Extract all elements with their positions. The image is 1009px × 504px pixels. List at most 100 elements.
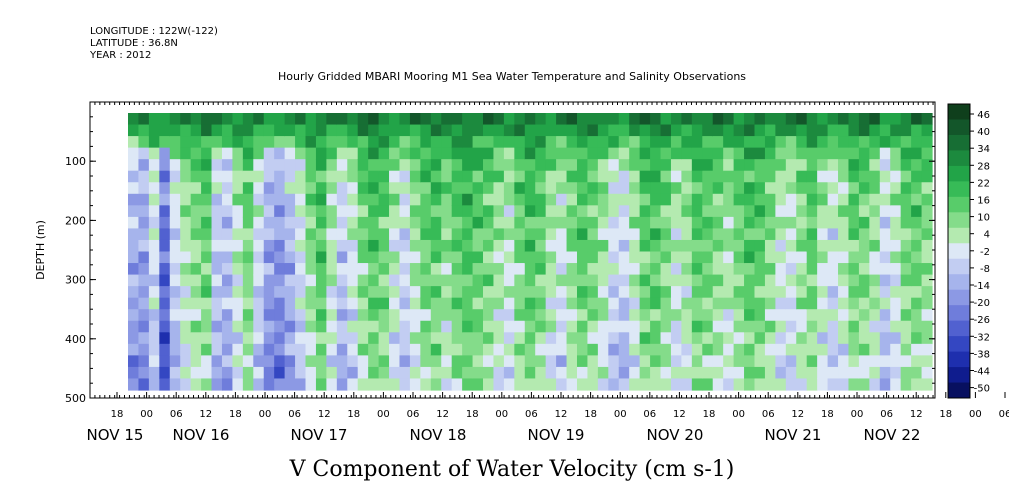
heatmap-cell: [503, 182, 515, 195]
heatmap-cell: [211, 263, 223, 276]
heatmap-cell: [503, 343, 515, 356]
heatmap-cell: [420, 136, 432, 149]
heatmap-cell: [514, 320, 526, 333]
heatmap-cell: [420, 332, 432, 345]
heatmap-cell: [347, 205, 359, 218]
heatmap-cell: [305, 170, 317, 183]
heatmap-cell: [702, 320, 714, 333]
x-tick-label: 18: [229, 409, 242, 420]
heatmap-cell: [806, 274, 818, 287]
heatmap-cell: [128, 297, 140, 310]
heatmap-cell: [462, 251, 474, 264]
heatmap-cell: [775, 228, 787, 241]
heatmap-cell: [263, 297, 275, 310]
heatmap-cell: [274, 113, 286, 126]
heatmap-cell: [921, 147, 933, 160]
heatmap-cell: [817, 320, 829, 333]
heatmap-cell: [629, 274, 641, 287]
heatmap-cell: [221, 286, 234, 299]
heatmap-cell: [827, 159, 839, 172]
heatmap-cell: [263, 228, 275, 241]
heatmap-cell: [420, 113, 432, 126]
heatmap-cell: [211, 136, 223, 149]
heatmap-cell: [305, 320, 317, 333]
heatmap-cell: [806, 159, 818, 172]
heatmap-cell: [378, 332, 390, 345]
heatmap-cell: [587, 320, 599, 333]
heatmap-cell: [483, 205, 495, 218]
heatmap-cell: [462, 182, 474, 195]
heatmap-cell: [336, 263, 348, 276]
heatmap-cell: [764, 297, 776, 310]
heatmap-cell: [472, 297, 484, 310]
heatmap-cell: [733, 147, 745, 160]
heatmap-cell: [848, 286, 860, 299]
heatmap-cell: [827, 366, 839, 380]
heatmap-cell: [274, 205, 286, 218]
heatmap-cell: [817, 309, 829, 322]
heatmap-cell: [483, 136, 495, 149]
heatmap-cell: [566, 228, 578, 241]
heatmap-cell: [556, 239, 568, 253]
colorbar-label: 22: [977, 178, 990, 189]
heatmap-cell: [576, 251, 589, 264]
heatmap-cell: [535, 263, 547, 276]
heatmap-cell: [399, 159, 411, 172]
heatmap-cell: [441, 159, 453, 172]
heatmap-cell: [462, 124, 474, 137]
heatmap-cell: [159, 366, 171, 380]
heatmap-cell: [242, 159, 254, 172]
heatmap-cell: [180, 113, 192, 126]
heatmap-cell: [639, 228, 651, 241]
heatmap-cell: [148, 378, 160, 391]
heatmap-cell: [409, 136, 421, 149]
heatmap-cell: [483, 309, 495, 322]
heatmap-cell: [629, 228, 641, 241]
heatmap-cell: [785, 216, 797, 230]
heatmap-cell: [900, 170, 912, 183]
heatmap-cell: [597, 263, 609, 276]
heatmap-cell: [284, 297, 296, 310]
heatmap-cell: [503, 378, 515, 391]
heatmap-cell: [691, 182, 703, 195]
heatmap-cell: [639, 159, 651, 172]
heatmap-cell: [305, 355, 317, 368]
heatmap-cell: [535, 170, 547, 183]
heatmap-cell: [712, 239, 724, 253]
heatmap-cell: [775, 147, 787, 160]
heatmap-cell: [420, 159, 432, 172]
heatmap-cell: [796, 274, 808, 287]
heatmap-cell: [796, 263, 808, 276]
heatmap-cell: [221, 216, 234, 230]
heatmap-cell: [858, 297, 870, 310]
heatmap-cell: [430, 263, 442, 276]
heatmap-cell: [556, 205, 568, 218]
heatmap-cell: [503, 274, 515, 287]
y-tick-label: 200: [65, 214, 86, 227]
heatmap-cell: [702, 366, 714, 380]
heatmap-cell: [430, 228, 442, 241]
heatmap-cell: [764, 239, 776, 253]
heatmap-cell: [744, 309, 756, 322]
heatmap-cell: [284, 136, 296, 149]
heatmap-cell: [253, 320, 265, 333]
heatmap-cell: [806, 124, 818, 137]
heatmap-cell: [838, 320, 850, 333]
heatmap-cell: [556, 124, 568, 137]
heatmap-cell: [315, 286, 327, 299]
heatmap-cell: [326, 159, 338, 172]
heatmap-cell: [472, 332, 484, 345]
heatmap-cell: [702, 332, 714, 345]
heatmap-cell: [858, 263, 870, 276]
heatmap-cell: [785, 355, 797, 368]
x-tick-label: 18: [821, 409, 834, 420]
heatmap-cell: [347, 216, 359, 230]
heatmap-cell: [441, 343, 453, 356]
heatmap-cell: [336, 239, 348, 253]
heatmap-cell: [378, 205, 390, 218]
heatmap-cell: [702, 286, 714, 299]
heatmap-cell: [775, 309, 787, 322]
heatmap-cell: [368, 274, 380, 287]
heatmap-cell: [879, 378, 891, 391]
heatmap-cell: [159, 378, 171, 391]
